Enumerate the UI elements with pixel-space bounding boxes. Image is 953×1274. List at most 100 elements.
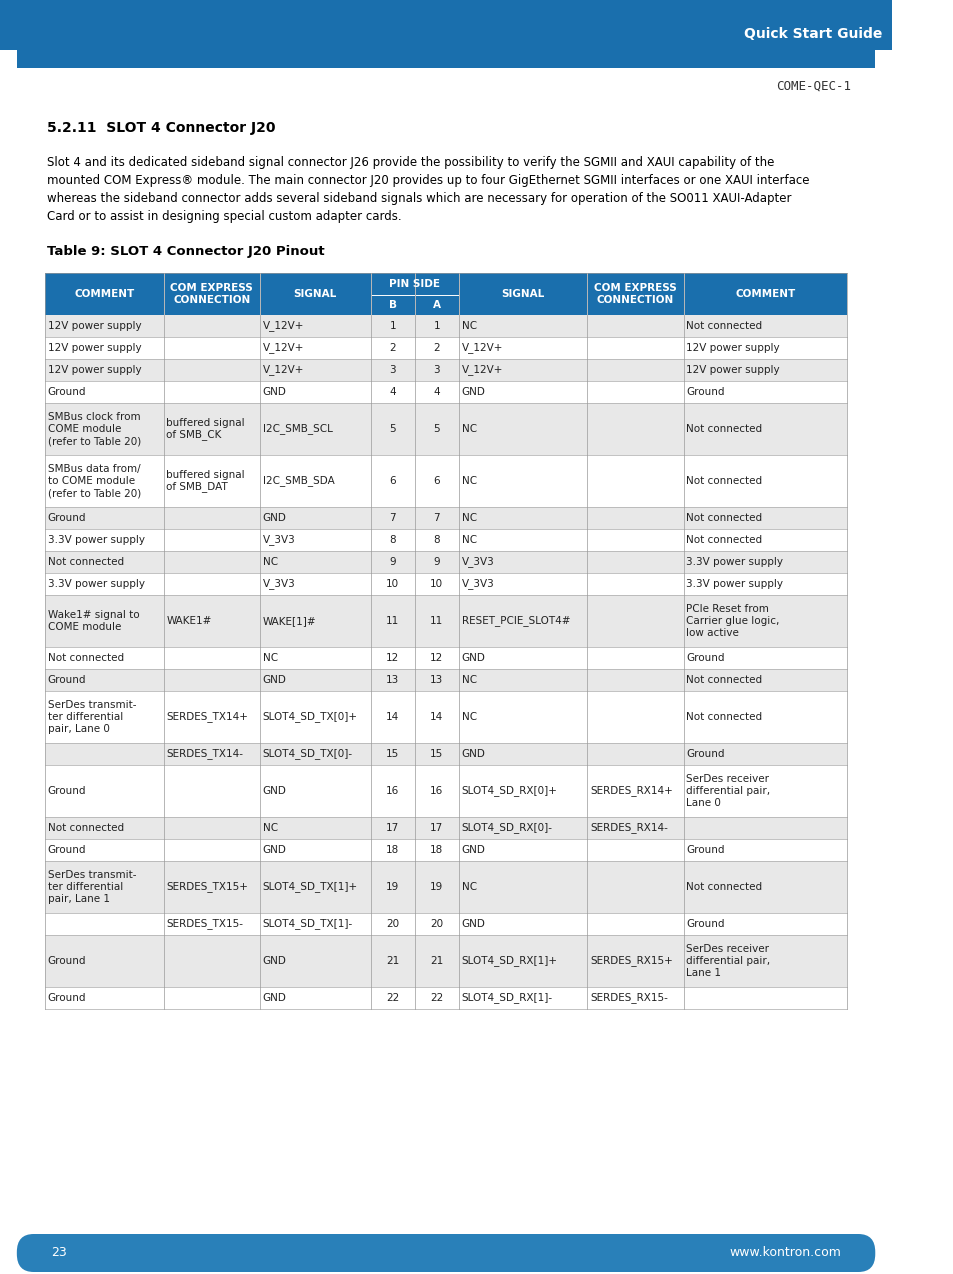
Text: SLOT4_SD_RX[0]+: SLOT4_SD_RX[0]+ xyxy=(461,786,557,796)
Text: SerDes transmit-
ter differential
pair, Lane 1: SerDes transmit- ter differential pair, … xyxy=(48,870,136,905)
Text: Ground: Ground xyxy=(48,956,86,966)
Text: NC: NC xyxy=(461,675,476,685)
Text: WAKE1#: WAKE1# xyxy=(166,617,212,626)
Text: 2: 2 xyxy=(389,343,395,353)
Text: NC: NC xyxy=(262,823,277,833)
Text: GND: GND xyxy=(461,654,485,662)
Text: SERDES_TX15+: SERDES_TX15+ xyxy=(166,882,248,893)
Text: SLOT4_SD_RX[1]-: SLOT4_SD_RX[1]- xyxy=(461,992,552,1004)
Text: V_3V3: V_3V3 xyxy=(262,578,295,590)
Text: 11: 11 xyxy=(430,617,443,626)
Bar xyxy=(45,743,846,764)
Bar xyxy=(45,359,846,381)
Bar xyxy=(45,550,846,573)
Text: 21: 21 xyxy=(430,956,443,966)
Text: SERDES_TX14-: SERDES_TX14- xyxy=(166,749,243,759)
Text: SerDes transmit-
ter differential
pair, Lane 0: SerDes transmit- ter differential pair, … xyxy=(48,699,136,734)
Text: SLOT4_SD_RX[0]-: SLOT4_SD_RX[0]- xyxy=(461,823,552,833)
Text: SMBus data from/
to COME module
(refer to Table 20): SMBus data from/ to COME module (refer t… xyxy=(48,464,141,498)
Text: Table 9: SLOT 4 Connector J20 Pinout: Table 9: SLOT 4 Connector J20 Pinout xyxy=(47,245,324,257)
Bar xyxy=(45,764,846,817)
Text: SERDES_RX14+: SERDES_RX14+ xyxy=(590,786,672,796)
Text: Ground: Ground xyxy=(685,919,724,929)
Bar xyxy=(45,647,846,669)
Text: Not connected: Not connected xyxy=(48,654,124,662)
Text: 16: 16 xyxy=(430,786,443,796)
Text: 12V power supply: 12V power supply xyxy=(48,364,141,375)
Text: SERDES_TX15-: SERDES_TX15- xyxy=(166,919,243,930)
Bar xyxy=(45,315,846,338)
Bar xyxy=(45,861,846,913)
Bar xyxy=(45,273,846,315)
Text: 15: 15 xyxy=(430,749,443,759)
Text: 16: 16 xyxy=(386,786,399,796)
Text: 3.3V power supply: 3.3V power supply xyxy=(48,578,145,589)
Text: Ground: Ground xyxy=(685,654,724,662)
Text: Ground: Ground xyxy=(48,513,86,524)
Text: Slot 4 and its dedicated sideband signal connector J26 provide the possibility t: Slot 4 and its dedicated sideband signal… xyxy=(47,155,808,223)
Text: 8: 8 xyxy=(433,535,439,545)
Text: SLOT4_SD_RX[1]+: SLOT4_SD_RX[1]+ xyxy=(461,956,558,967)
Text: SMBus clock from
COME module
(refer to Table 20): SMBus clock from COME module (refer to T… xyxy=(48,412,141,446)
Text: Not connected: Not connected xyxy=(685,424,761,434)
Text: GND: GND xyxy=(262,845,286,855)
Text: 12V power supply: 12V power supply xyxy=(48,343,141,353)
Text: Ground: Ground xyxy=(685,845,724,855)
Text: Not connected: Not connected xyxy=(685,535,761,545)
Bar xyxy=(45,529,846,550)
Text: 11: 11 xyxy=(386,617,399,626)
Text: V_3V3: V_3V3 xyxy=(461,557,494,567)
Text: 17: 17 xyxy=(430,823,443,833)
Text: 10: 10 xyxy=(430,578,443,589)
Text: A: A xyxy=(433,299,440,310)
Text: SIGNAL: SIGNAL xyxy=(501,289,544,299)
Text: COME-QEC-1: COME-QEC-1 xyxy=(775,79,850,93)
Text: I2C_SMB_SCL: I2C_SMB_SCL xyxy=(262,423,333,434)
Bar xyxy=(45,987,846,1009)
Text: 20: 20 xyxy=(430,919,443,929)
Text: 13: 13 xyxy=(386,675,399,685)
Text: 9: 9 xyxy=(389,557,395,567)
Text: Not connected: Not connected xyxy=(685,882,761,892)
Text: 3.3V power supply: 3.3V power supply xyxy=(48,535,145,545)
Text: NC: NC xyxy=(461,476,476,485)
Text: 6: 6 xyxy=(433,476,439,485)
Text: V_12V+: V_12V+ xyxy=(262,364,304,376)
Text: 7: 7 xyxy=(433,513,439,524)
Text: 4: 4 xyxy=(389,387,395,397)
Bar xyxy=(45,840,846,861)
Text: PCIe Reset from
Carrier glue logic,
low active: PCIe Reset from Carrier glue logic, low … xyxy=(685,604,779,638)
Text: 19: 19 xyxy=(386,882,399,892)
Text: GND: GND xyxy=(461,749,485,759)
Text: 12V power supply: 12V power supply xyxy=(685,343,780,353)
Text: Ground: Ground xyxy=(685,387,724,397)
Text: WAKE[1]#: WAKE[1]# xyxy=(262,617,316,626)
Bar xyxy=(45,338,846,359)
Text: NC: NC xyxy=(461,882,476,892)
Bar xyxy=(874,50,891,68)
Text: SLOT4_SD_TX[0]+: SLOT4_SD_TX[0]+ xyxy=(262,712,357,722)
Bar xyxy=(45,691,846,743)
Bar xyxy=(45,595,846,647)
Text: Not connected: Not connected xyxy=(685,513,761,524)
Text: Not connected: Not connected xyxy=(48,557,124,567)
Text: 22: 22 xyxy=(430,992,443,1003)
Text: Ground: Ground xyxy=(48,675,86,685)
Text: www.kontron.com: www.kontron.com xyxy=(729,1246,841,1260)
Text: Ground: Ground xyxy=(48,992,86,1003)
Text: 2: 2 xyxy=(433,343,439,353)
Text: 23: 23 xyxy=(51,1246,67,1260)
Text: GND: GND xyxy=(262,992,286,1003)
Text: NC: NC xyxy=(262,557,277,567)
Text: 7: 7 xyxy=(389,513,395,524)
Text: SerDes receiver
differential pair,
Lane 0: SerDes receiver differential pair, Lane … xyxy=(685,775,770,808)
Text: V_12V+: V_12V+ xyxy=(262,343,304,353)
Bar xyxy=(45,403,846,455)
Text: SIGNAL: SIGNAL xyxy=(294,289,336,299)
Text: 15: 15 xyxy=(386,749,399,759)
Text: V_3V3: V_3V3 xyxy=(461,578,494,590)
Text: SLOT4_SD_TX[0]-: SLOT4_SD_TX[0]- xyxy=(262,749,353,759)
Text: Not connected: Not connected xyxy=(685,321,761,331)
Text: SerDes receiver
differential pair,
Lane 1: SerDes receiver differential pair, Lane … xyxy=(685,944,770,978)
Text: 22: 22 xyxy=(386,992,399,1003)
